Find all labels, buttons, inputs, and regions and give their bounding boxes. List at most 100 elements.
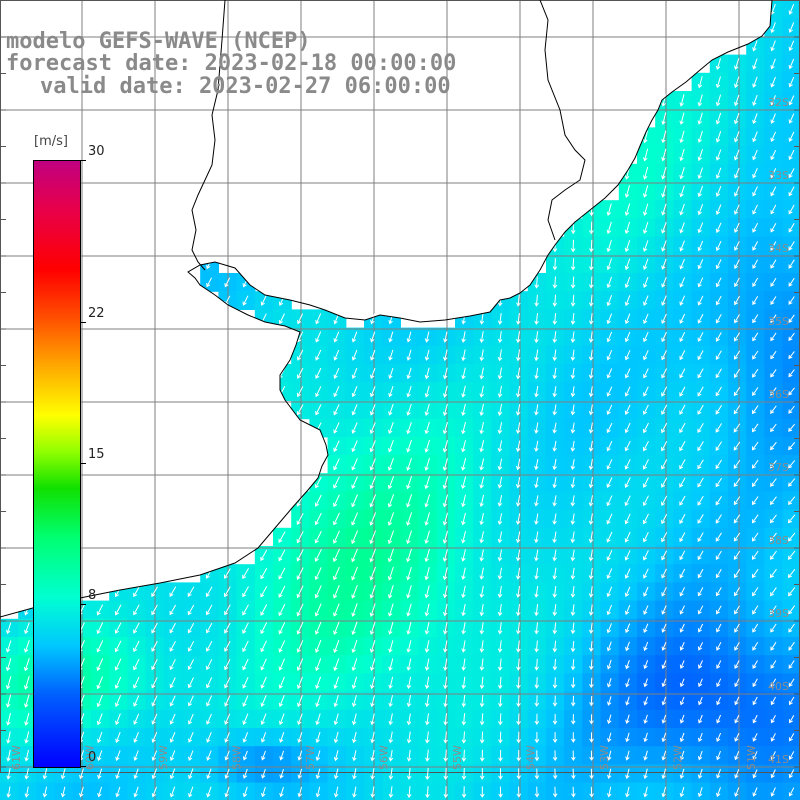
- wind-arrow: [351, 695, 357, 708]
- wind-arrow: [643, 750, 648, 761]
- wind-arrow: [442, 512, 448, 526]
- wind-arrow: [369, 566, 376, 581]
- wind-arrow: [661, 768, 667, 780]
- wind-arrow: [697, 185, 704, 198]
- wind-arrow: [406, 331, 412, 343]
- wind-arrow: [424, 494, 431, 508]
- wind-arrow: [278, 621, 286, 635]
- wind-arrow: [461, 567, 466, 580]
- wind-arrow: [42, 768, 48, 780]
- wind-arrow: [5, 640, 12, 653]
- wind-arrow: [6, 768, 11, 780]
- wind-arrow: [114, 586, 122, 598]
- wind-arrow: [752, 186, 758, 197]
- colorbar-tick: [80, 321, 86, 323]
- wind-arrow: [133, 732, 139, 743]
- lat-label: 33S: [768, 169, 789, 182]
- wind-arrow: [570, 714, 576, 725]
- wind-arrow: [351, 658, 358, 672]
- wind-arrow: [187, 659, 195, 671]
- wind-arrow: [206, 750, 212, 761]
- wind-arrow: [607, 714, 612, 725]
- wind-arrow: [60, 786, 66, 798]
- wind-arrow: [425, 786, 430, 799]
- lat-label: 36S: [768, 388, 789, 401]
- wind-arrow: [661, 295, 667, 306]
- wind-arrow: [552, 422, 557, 434]
- wind-arrow: [406, 566, 412, 581]
- wind-arrow: [787, 514, 796, 524]
- wind-arrow: [406, 494, 413, 508]
- wind-arrow: [479, 458, 485, 471]
- wind-arrow: [661, 240, 667, 252]
- wind-arrow: [424, 367, 430, 380]
- wind-arrow: [751, 532, 759, 542]
- wind-arrow: [679, 660, 685, 669]
- wind-arrow: [351, 440, 358, 453]
- wind-arrow: [369, 621, 376, 635]
- wind-arrow: [406, 349, 412, 361]
- wind-arrow: [333, 768, 339, 780]
- wind-arrow: [788, 241, 795, 251]
- wind-arrow: [479, 694, 485, 708]
- wind-arrow: [315, 694, 321, 708]
- wind-arrow: [643, 732, 648, 743]
- wind-arrow: [387, 458, 394, 471]
- wind-arrow: [424, 676, 430, 690]
- wind-arrow: [351, 639, 358, 653]
- wind-arrow: [115, 731, 121, 743]
- wind-arrow: [6, 622, 12, 635]
- wind-arrow: [788, 769, 795, 779]
- wind-arrow: [679, 714, 685, 724]
- wind-arrow: [770, 259, 777, 269]
- wind-arrow: [679, 477, 686, 488]
- wind-arrow: [534, 458, 539, 471]
- wind-arrow: [534, 604, 539, 617]
- wind-arrow: [734, 368, 741, 378]
- wind-arrow: [552, 294, 558, 307]
- wind-arrow: [770, 660, 777, 669]
- wind-arrow: [606, 331, 613, 343]
- wind-arrow: [624, 513, 631, 525]
- wind-arrow: [278, 313, 285, 325]
- wind-arrow: [206, 259, 212, 270]
- wind-arrow: [716, 605, 722, 615]
- wind-arrow: [552, 331, 558, 344]
- wind-arrow: [224, 658, 231, 671]
- wind-arrow: [642, 477, 649, 488]
- wind-arrow: [624, 586, 631, 598]
- wind-arrow: [697, 786, 703, 798]
- wind-arrow: [242, 713, 249, 725]
- lon-label: 53W: [598, 745, 611, 770]
- wind-arrow: [442, 403, 448, 417]
- wind-arrow: [606, 258, 612, 271]
- lat-label: 37S: [768, 461, 789, 474]
- wind-arrow: [734, 167, 740, 179]
- wind-arrow: [788, 678, 795, 687]
- wind-arrow: [661, 185, 667, 198]
- wind-arrow: [333, 713, 339, 726]
- wind-arrow: [406, 603, 412, 617]
- lat-label: 38S: [768, 534, 789, 547]
- wind-arrow: [406, 421, 412, 435]
- wind-arrow: [643, 166, 649, 180]
- wind-arrow: [679, 732, 685, 743]
- wind-arrow: [661, 586, 667, 597]
- wind-arrow: [424, 512, 430, 526]
- wind-arrow: [461, 640, 466, 653]
- wind-arrow: [516, 695, 521, 708]
- wind-arrow: [752, 641, 759, 651]
- wind-arrow: [661, 258, 667, 270]
- wind-arrow: [387, 512, 395, 526]
- forecast-date: forecast date: 2023-02-18 00:00:00: [6, 51, 457, 76]
- wind-arrow: [114, 640, 122, 653]
- wind-arrow: [715, 368, 722, 379]
- wind-arrow: [369, 548, 376, 563]
- wind-arrow: [697, 605, 704, 615]
- wind-arrow: [679, 148, 685, 162]
- wind-arrow: [297, 768, 303, 779]
- wind-arrow: [351, 548, 358, 563]
- wind-arrow: [261, 786, 266, 798]
- wind-arrow: [497, 640, 503, 653]
- wind-arrow: [242, 768, 248, 779]
